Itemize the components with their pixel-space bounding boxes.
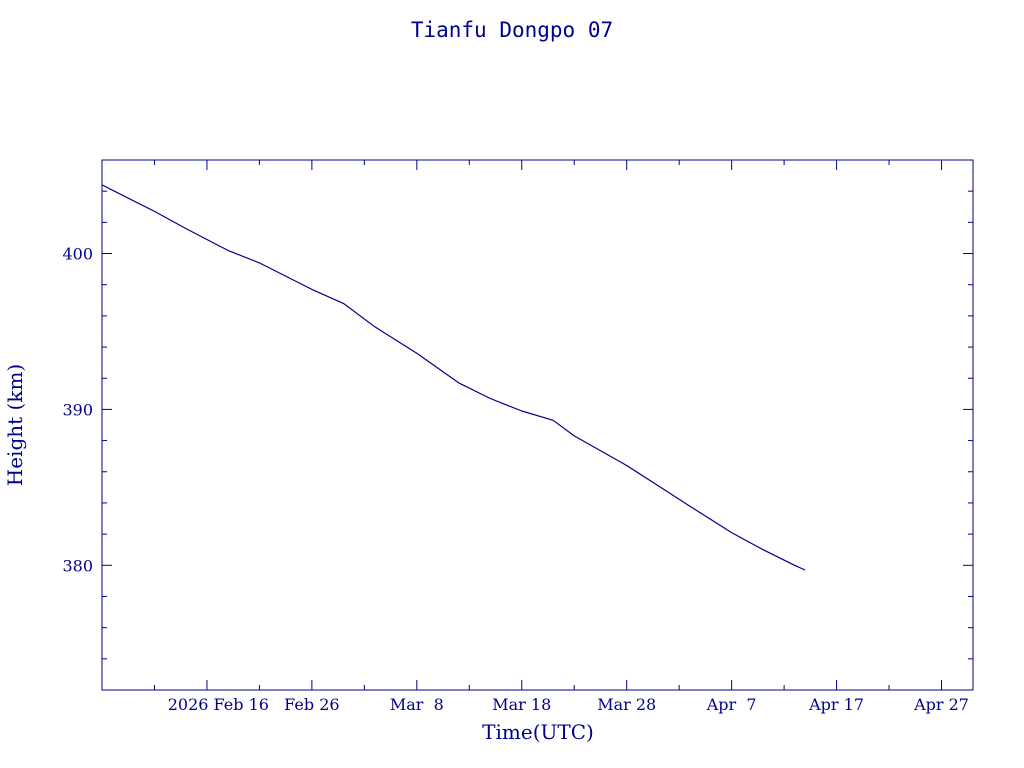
x-tick-label: Apr 27 — [913, 695, 969, 714]
plot-frame — [101, 159, 974, 691]
x-tick-label: Apr 7 — [706, 695, 757, 714]
x-tick-label: 2026 Feb 16 — [168, 695, 269, 714]
y-tick-label: 380 — [62, 556, 93, 575]
x-tick-label: Feb 26 — [284, 695, 339, 714]
series-layer — [101, 184, 806, 571]
y-tick-label: 390 — [62, 400, 93, 419]
y-axis-label: Height (km) — [3, 364, 27, 486]
x-axis-label: Time(UTC) — [482, 720, 594, 744]
y-tick-label: 400 — [62, 245, 93, 264]
x-tick-label: Mar 18 — [492, 695, 551, 714]
tick-labels: 2026 Feb 16 Feb 26 Mar 8 Mar 18 Mar 28 Apr 7 A… — [62, 245, 969, 714]
x-tick-label: Apr 17 — [808, 695, 864, 714]
series-line — [101, 184, 806, 571]
chart-title: Tianfu Dongpo 07 — [411, 18, 613, 42]
x-tick-label: Mar 28 — [597, 695, 656, 714]
x-tick-label: Mar 8 — [390, 695, 444, 714]
tick-marks — [101, 159, 973, 691]
